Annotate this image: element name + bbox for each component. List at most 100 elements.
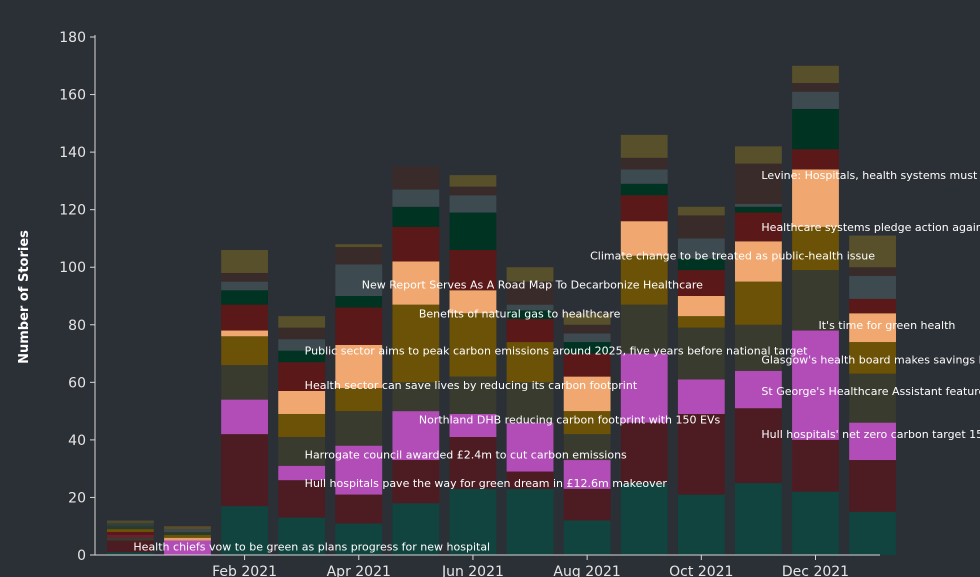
bar-2-segment-4 bbox=[221, 336, 268, 366]
y-tick-label: 120 bbox=[59, 203, 86, 219]
bar-8-segment-8 bbox=[563, 333, 611, 343]
bar-9-segment-0 bbox=[620, 483, 668, 555]
bar-7-segment-10 bbox=[506, 267, 554, 282]
bar-12-segment-0 bbox=[792, 491, 839, 555]
bar-4-segment-8 bbox=[335, 264, 383, 296]
bar-8-segment-1 bbox=[563, 488, 611, 521]
bar-12-segment-7 bbox=[792, 108, 839, 150]
bar-2-segment-2 bbox=[221, 399, 268, 435]
bar-7-segment-3 bbox=[506, 382, 554, 423]
bar-5-segment-0 bbox=[392, 503, 440, 555]
story-annotation-12: Glasgow's health board makes savings by … bbox=[761, 353, 980, 366]
story-annotation-6: Benefits of natural gas to healthcare bbox=[419, 307, 621, 320]
bar-2-segment-8 bbox=[221, 281, 268, 291]
bar-4-segment-3 bbox=[335, 411, 383, 446]
bar-11-segment-4 bbox=[735, 281, 782, 325]
bar-11-segment-8 bbox=[735, 203, 782, 207]
bar-7-segment-6 bbox=[506, 319, 554, 343]
bar-7-segment-8 bbox=[506, 304, 554, 311]
bar-10-segment-4 bbox=[677, 316, 725, 328]
bar-12-segment-3 bbox=[792, 270, 839, 331]
bar-4-segment-0 bbox=[335, 523, 383, 555]
bar-0-segment-0 bbox=[107, 552, 154, 555]
bar-4-segment-1 bbox=[335, 494, 383, 524]
bar-10-segment-0 bbox=[677, 494, 725, 555]
bar-4-segment-4 bbox=[335, 388, 383, 412]
bar-6-segment-10 bbox=[449, 175, 497, 187]
y-tick-label: 180 bbox=[59, 30, 86, 46]
bar-8-segment-9 bbox=[563, 324, 611, 334]
bar-10-segment-10 bbox=[677, 206, 725, 216]
bar-13-segment-0 bbox=[849, 511, 896, 555]
bar-12-segment-10 bbox=[792, 65, 839, 84]
story-annotation-14: Hull hospitals' net zero carbon target 1… bbox=[761, 428, 980, 441]
bar-13-segment-3 bbox=[849, 373, 896, 423]
bar-4-segment-2 bbox=[335, 445, 383, 495]
bar-7-segment-2 bbox=[506, 422, 554, 472]
bar-9-segment-6 bbox=[620, 195, 668, 222]
bar-6-segment-7 bbox=[449, 212, 497, 250]
bar-12-segment-8 bbox=[792, 91, 839, 109]
bar-9-segment-4 bbox=[620, 255, 668, 305]
bar-7-segment-0 bbox=[506, 488, 554, 555]
bar-12-segment-5 bbox=[792, 169, 839, 227]
bar-5-segment-2 bbox=[392, 411, 440, 461]
annotations-layer: Health chiefs vow to be green as plans p… bbox=[133, 169, 980, 553]
bar-5-segment-6 bbox=[392, 226, 440, 262]
x-ticks: Feb 2021 Apr 2021 Jun 2021 Aug 2021 Oct 2021… bbox=[212, 555, 849, 577]
bar-12-segment-9 bbox=[792, 83, 839, 92]
bar-11-segment-1 bbox=[735, 408, 782, 484]
bar-9-segment-9 bbox=[620, 157, 668, 170]
bar-11-segment-10 bbox=[735, 146, 782, 164]
bar-3-segment-2 bbox=[278, 465, 326, 481]
bar-12-segment-2 bbox=[792, 330, 839, 440]
bar-7-segment-4 bbox=[506, 342, 554, 383]
bar-0-segment-1 bbox=[107, 546, 154, 553]
story-annotation-2: Harrogate council awarded £2.4m to cut c… bbox=[305, 448, 627, 461]
bar-10-segment-9 bbox=[677, 215, 725, 239]
y-tick-label: 0 bbox=[77, 548, 86, 564]
bar-6-segment-4 bbox=[449, 313, 497, 377]
bar-12-segment-4 bbox=[792, 226, 839, 271]
bar-8-segment-7 bbox=[563, 342, 611, 354]
bar-2-segment-6 bbox=[221, 304, 268, 331]
bar-5-segment-5 bbox=[392, 261, 440, 305]
bar-8-segment-2 bbox=[563, 460, 611, 489]
bar-6-segment-3 bbox=[449, 376, 497, 414]
bar-5-segment-8 bbox=[392, 189, 440, 207]
bar-4-segment-7 bbox=[335, 296, 383, 308]
story-annotation-4: Health sector can save lives by reducing… bbox=[305, 379, 638, 392]
axes-layer bbox=[94, 35, 880, 556]
bar-9-segment-10 bbox=[620, 134, 668, 158]
bar-1-segment-2 bbox=[164, 537, 211, 541]
bar-11-segment-2 bbox=[735, 370, 782, 409]
bar-2-segment-5 bbox=[221, 330, 268, 337]
bar-13-segment-1 bbox=[849, 460, 896, 512]
bar-13-segment-10 bbox=[849, 235, 896, 268]
bar-9-segment-5 bbox=[620, 221, 668, 256]
x-tick-label: Feb 2021 bbox=[212, 564, 277, 577]
bars-layer bbox=[107, 65, 896, 555]
bar-4-segment-9 bbox=[335, 247, 383, 265]
bar-1-segment-6 bbox=[164, 526, 211, 530]
y-tick-label: 140 bbox=[59, 145, 86, 161]
bar-11-segment-5 bbox=[735, 241, 782, 282]
bar-10-segment-3 bbox=[677, 327, 725, 380]
bar-10-segment-7 bbox=[677, 258, 725, 271]
y-tick-label: 60 bbox=[68, 375, 86, 391]
bar-3-segment-10 bbox=[278, 316, 326, 328]
x-tick-label: Dec 2021 bbox=[782, 564, 849, 577]
bar-11-segment-6 bbox=[735, 212, 782, 242]
bar-1-segment-4 bbox=[164, 531, 211, 535]
bar-8-segment-10 bbox=[563, 313, 611, 325]
bar-8-segment-0 bbox=[563, 520, 611, 555]
bar-11-segment-3 bbox=[735, 324, 782, 371]
bar-2-segment-3 bbox=[221, 365, 268, 400]
bar-10-segment-8 bbox=[677, 238, 725, 259]
story-annotation-3: Northland DHB reducing carbon footprint … bbox=[419, 414, 721, 427]
bar-13-segment-8 bbox=[849, 275, 896, 299]
x-tick-label: Aug 2021 bbox=[553, 564, 620, 577]
bar-6-segment-6 bbox=[449, 249, 497, 291]
bar-2-segment-0 bbox=[221, 506, 268, 555]
